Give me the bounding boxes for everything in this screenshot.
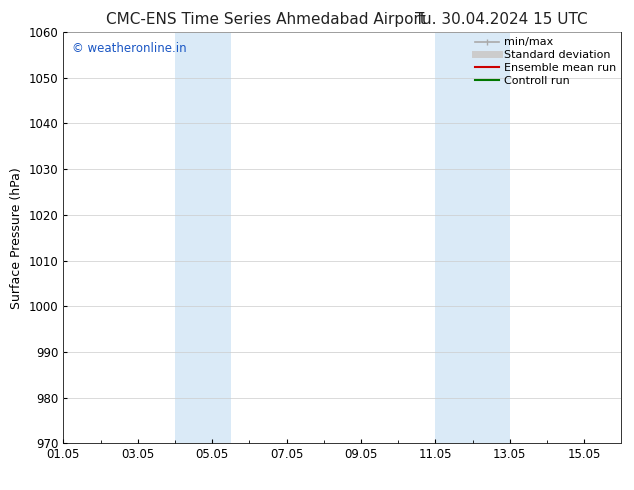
Text: Tu. 30.04.2024 15 UTC: Tu. 30.04.2024 15 UTC [415,12,587,27]
Y-axis label: Surface Pressure (hPa): Surface Pressure (hPa) [10,167,23,309]
Text: CMC-ENS Time Series Ahmedabad Airport: CMC-ENS Time Series Ahmedabad Airport [107,12,426,27]
Text: © weatheronline.in: © weatheronline.in [72,42,186,55]
Bar [436,32,510,443]
Bar [175,32,231,443]
Legend: min/max, Standard deviation, Ensemble mean run, Controll run: min/max, Standard deviation, Ensemble me… [472,35,618,88]
